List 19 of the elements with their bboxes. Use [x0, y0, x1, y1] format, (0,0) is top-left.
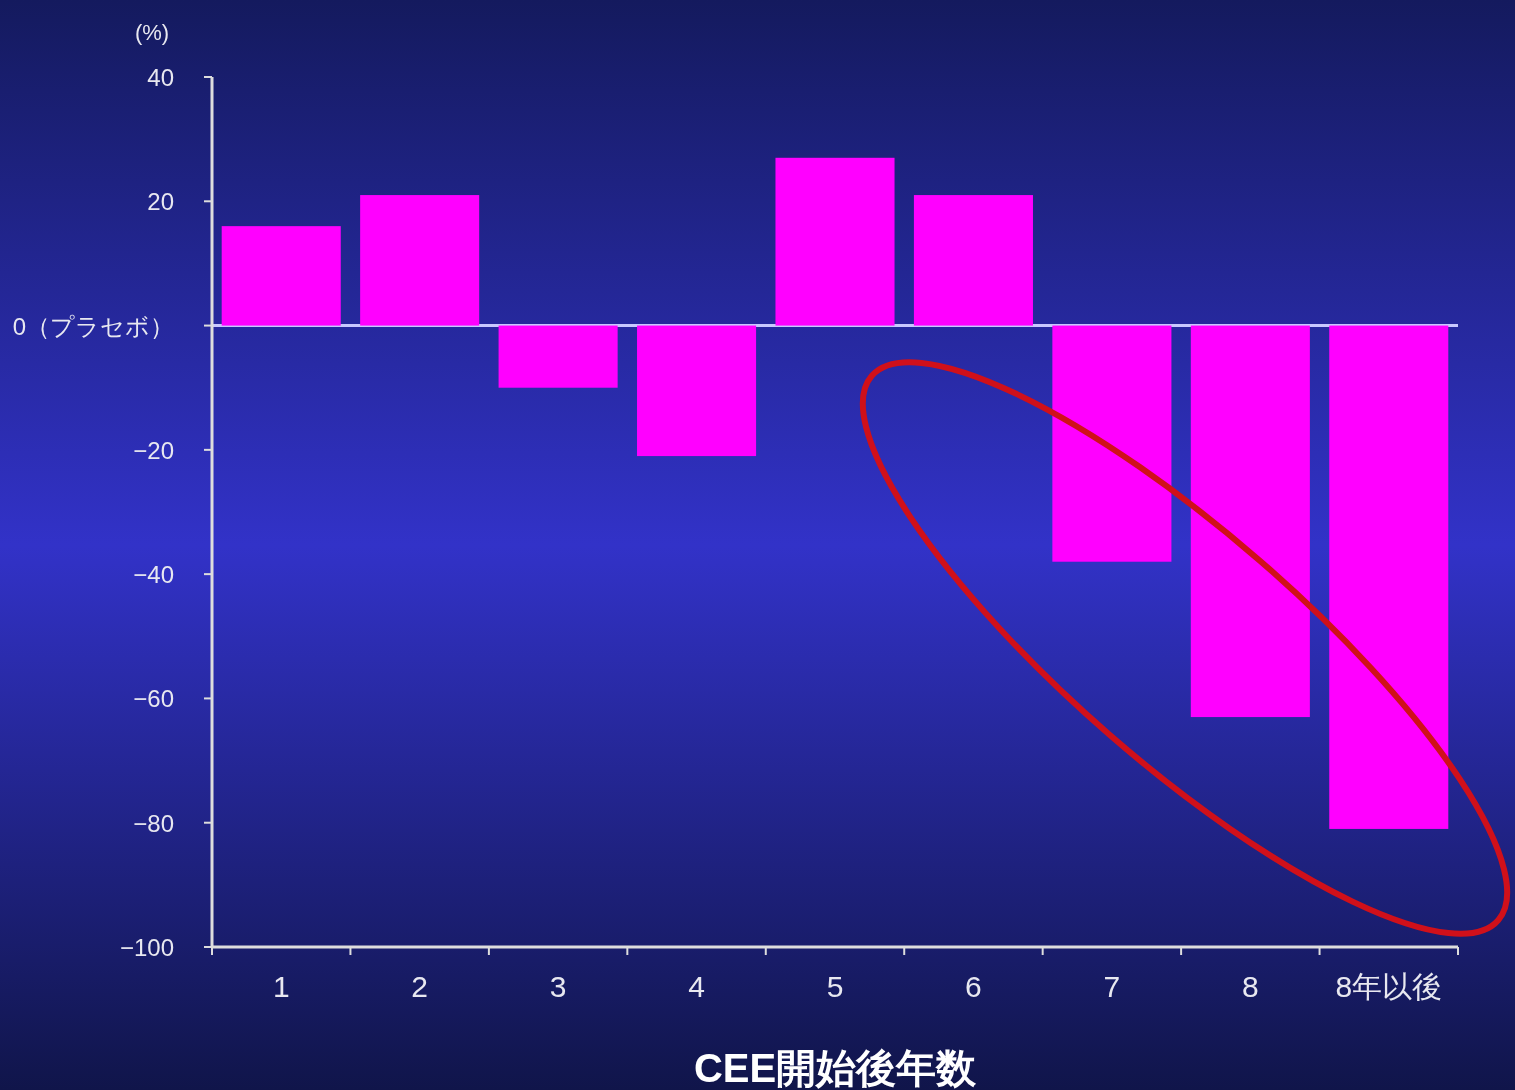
x-tick-label: 4: [688, 970, 705, 1003]
x-tick-label: 3: [549, 970, 567, 1003]
y-tick-label: −40: [133, 561, 174, 589]
y-tick-label: 20: [147, 188, 174, 216]
x-tick-label: 2: [411, 970, 429, 1003]
y-axis-title: (%): [134, 20, 170, 45]
x-tick-label: 5: [826, 970, 844, 1003]
x-tick-label: 8年以後: [1335, 970, 1443, 1003]
y-tick-label: 0（プラセボ）: [12, 312, 174, 340]
y-tick-label: −20: [133, 436, 174, 464]
x-tick-label: 7: [1103, 970, 1121, 1003]
y-tick-label: −80: [133, 809, 174, 837]
y-tick-label: −60: [133, 685, 174, 713]
x-axis-title: CEE開始後年数: [693, 1046, 978, 1090]
x-tick-label: 6: [965, 970, 982, 1003]
x-tick-label: 1: [272, 970, 290, 1003]
x-tick-label: 8: [1241, 970, 1259, 1003]
y-tick-label: −100: [119, 934, 174, 961]
y-tick-label: 40: [147, 64, 174, 91]
